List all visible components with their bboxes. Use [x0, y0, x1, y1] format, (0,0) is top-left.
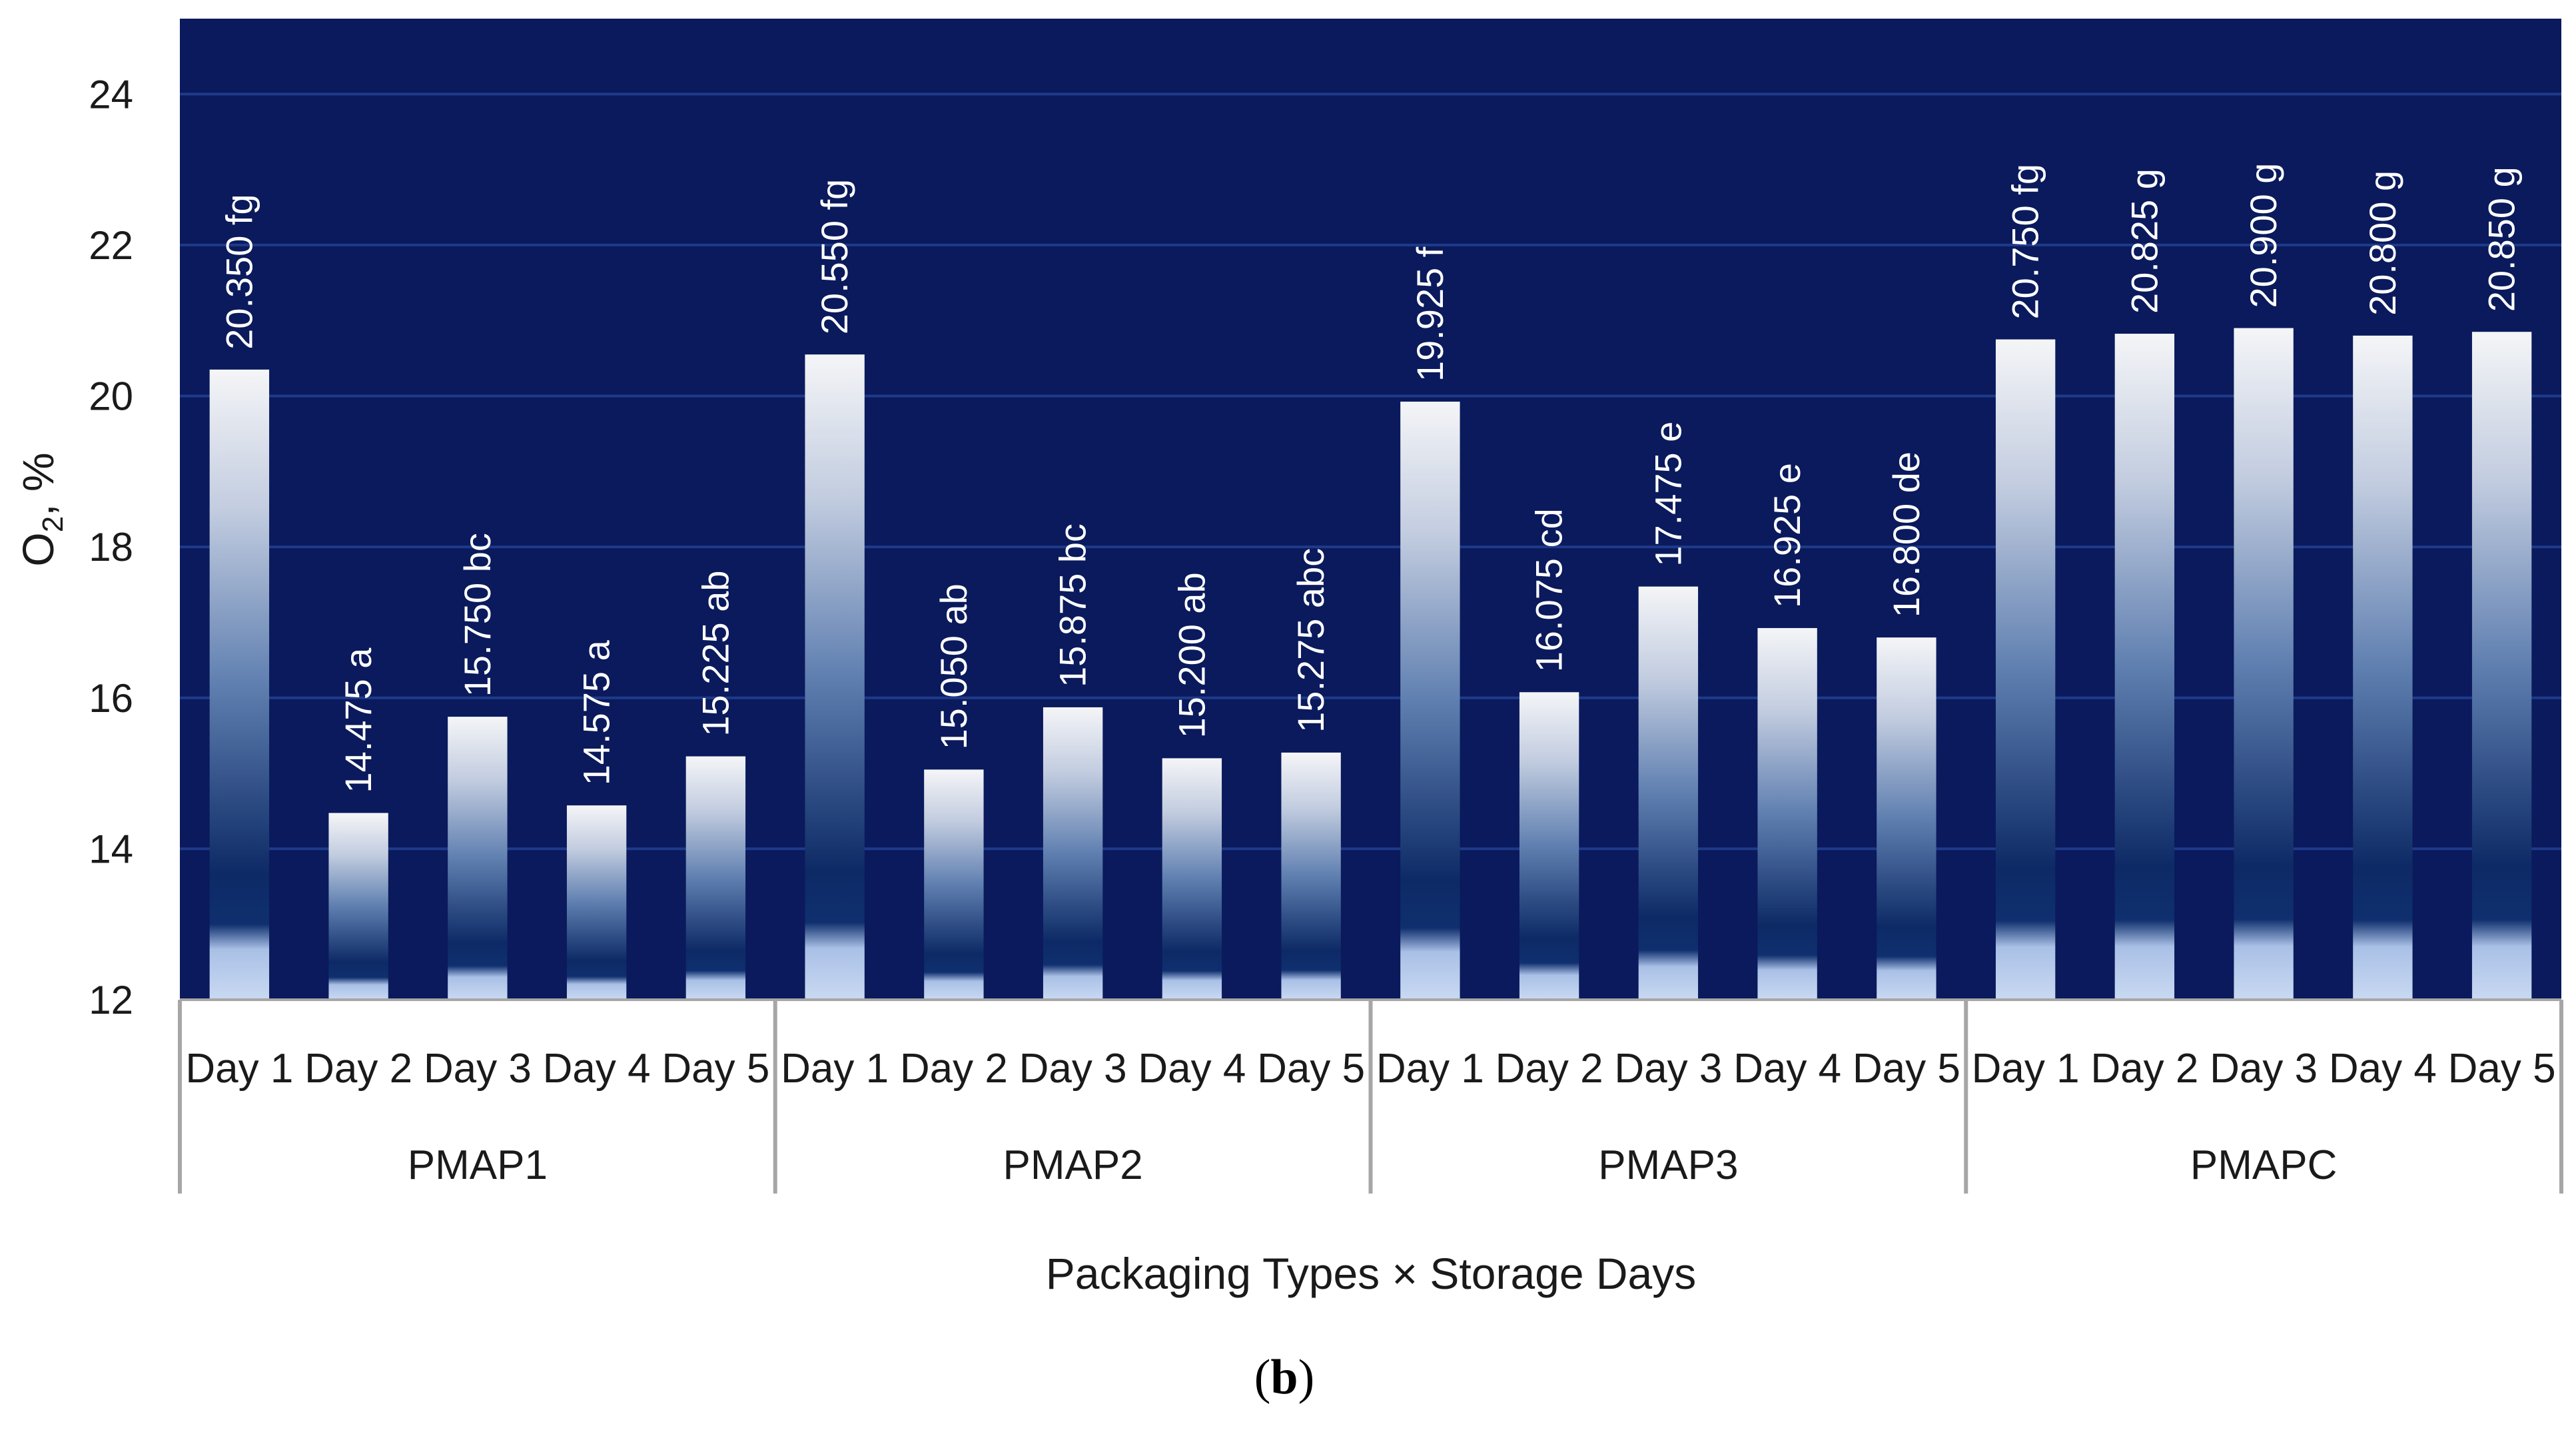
- x-group-label: PMAP1: [408, 1142, 548, 1188]
- data-label: 20.825 g: [2123, 169, 2165, 314]
- data-label: 20.750 fg: [2004, 164, 2046, 320]
- y-tick-label: 22: [89, 223, 133, 268]
- data-label: 15.750 bc: [456, 533, 498, 697]
- x-category-label: Day 4: [1733, 1046, 1841, 1092]
- bar: [448, 717, 508, 1000]
- data-label: 20.800 g: [2361, 171, 2403, 316]
- y-tick-label: 16: [89, 676, 133, 721]
- y-axis-title: O2, %: [13, 452, 69, 566]
- data-label: 20.350 fg: [218, 194, 260, 350]
- x-group-label: PMAP2: [1003, 1142, 1143, 1188]
- x-group-label: PMAPC: [2190, 1142, 2337, 1188]
- bar: [1519, 692, 1579, 1000]
- x-category-label: Day 1: [781, 1046, 889, 1092]
- x-category-label: Day 5: [2448, 1046, 2556, 1092]
- x-category-label: Day 4: [1138, 1046, 1246, 1092]
- bar: [2234, 328, 2294, 1000]
- bar: [1162, 758, 1222, 1000]
- y-axis-title-suffix: , %: [13, 452, 63, 516]
- bar: [1638, 586, 1699, 1000]
- bar: [924, 769, 984, 1000]
- x-category-label: Day 1: [1972, 1046, 2080, 1092]
- data-label: 20.900 g: [2242, 163, 2284, 308]
- bars: [209, 328, 2532, 1000]
- x-category-label: Day 4: [543, 1046, 651, 1092]
- x-category-label: Day 2: [2090, 1046, 2198, 1092]
- y-tick-label: 18: [89, 525, 133, 569]
- bar: [209, 369, 270, 1000]
- y-axis-title-subscript: 2: [37, 516, 69, 532]
- x-category-label: Day 3: [424, 1046, 532, 1092]
- x-category-label: Day 1: [185, 1046, 293, 1092]
- bar: [1995, 339, 2056, 1000]
- x-category-label: Day 4: [2329, 1046, 2437, 1092]
- bar: [566, 805, 627, 1000]
- bar: [805, 354, 865, 1000]
- data-label: 19.925 f: [1409, 246, 1451, 382]
- data-labels: 20.350 fg 14.475 a 15.750 bc 14.575 a 15.225…: [218, 163, 2522, 793]
- bar: [1043, 707, 1103, 1000]
- bar: [685, 756, 746, 1000]
- bar: [2353, 335, 2413, 1000]
- bar: [1877, 637, 1936, 1000]
- y-tick-label: 12: [89, 978, 133, 1022]
- y-axis-ticks: 12 14 16 18 20 22 24: [89, 72, 133, 1022]
- data-label: 16.800 de: [1885, 452, 1927, 617]
- x-category-label: Day 2: [1496, 1046, 1603, 1092]
- x-category-label: Day 2: [900, 1046, 1008, 1092]
- bar: [1281, 752, 1341, 1000]
- x-category-label: Day 5: [1853, 1046, 1960, 1092]
- data-label: 15.050 ab: [933, 583, 975, 749]
- data-label: 15.200 ab: [1170, 572, 1212, 738]
- x-category-label: Day 5: [1257, 1046, 1365, 1092]
- y-tick-label: 20: [89, 374, 133, 419]
- data-label: 14.575 a: [576, 639, 618, 785]
- x-category-label: Day 5: [661, 1046, 769, 1092]
- data-label: 16.075 cd: [1528, 508, 1570, 672]
- bar: [1757, 627, 1817, 1000]
- x-group-label: PMAP3: [1598, 1142, 1738, 1188]
- y-tick-label: 24: [89, 72, 133, 117]
- y-axis-title-main: O: [13, 532, 63, 566]
- x-axis-title: Packaging Types × Storage Days: [1046, 1249, 1697, 1298]
- data-label: 15.275 abc: [1290, 548, 1332, 733]
- panel-label: (b): [1254, 1350, 1314, 1405]
- data-label: 15.225 ab: [694, 570, 736, 736]
- data-label: 14.475 a: [337, 647, 379, 793]
- panel-label-letter: b: [1270, 1350, 1298, 1405]
- data-label: 20.550 fg: [813, 179, 855, 335]
- x-category-label: Day 3: [2210, 1046, 2318, 1092]
- y-tick-label: 14: [89, 827, 133, 871]
- x-category-label: Day 3: [1614, 1046, 1722, 1092]
- data-label: 16.925 e: [1766, 463, 1808, 608]
- plot-background: [180, 19, 2561, 1000]
- x-category-label: Day 2: [304, 1046, 412, 1092]
- data-label: 15.875 bc: [1052, 524, 1094, 687]
- x-category-label: Day 3: [1019, 1046, 1127, 1092]
- bar: [2471, 332, 2532, 1000]
- bar: [328, 813, 388, 1000]
- bar: [2114, 334, 2175, 1000]
- x-category-label: Day 1: [1376, 1046, 1484, 1092]
- bar: [1400, 402, 1460, 1000]
- data-label: 20.850 g: [2481, 167, 2523, 312]
- data-label: 17.475 e: [1647, 422, 1689, 567]
